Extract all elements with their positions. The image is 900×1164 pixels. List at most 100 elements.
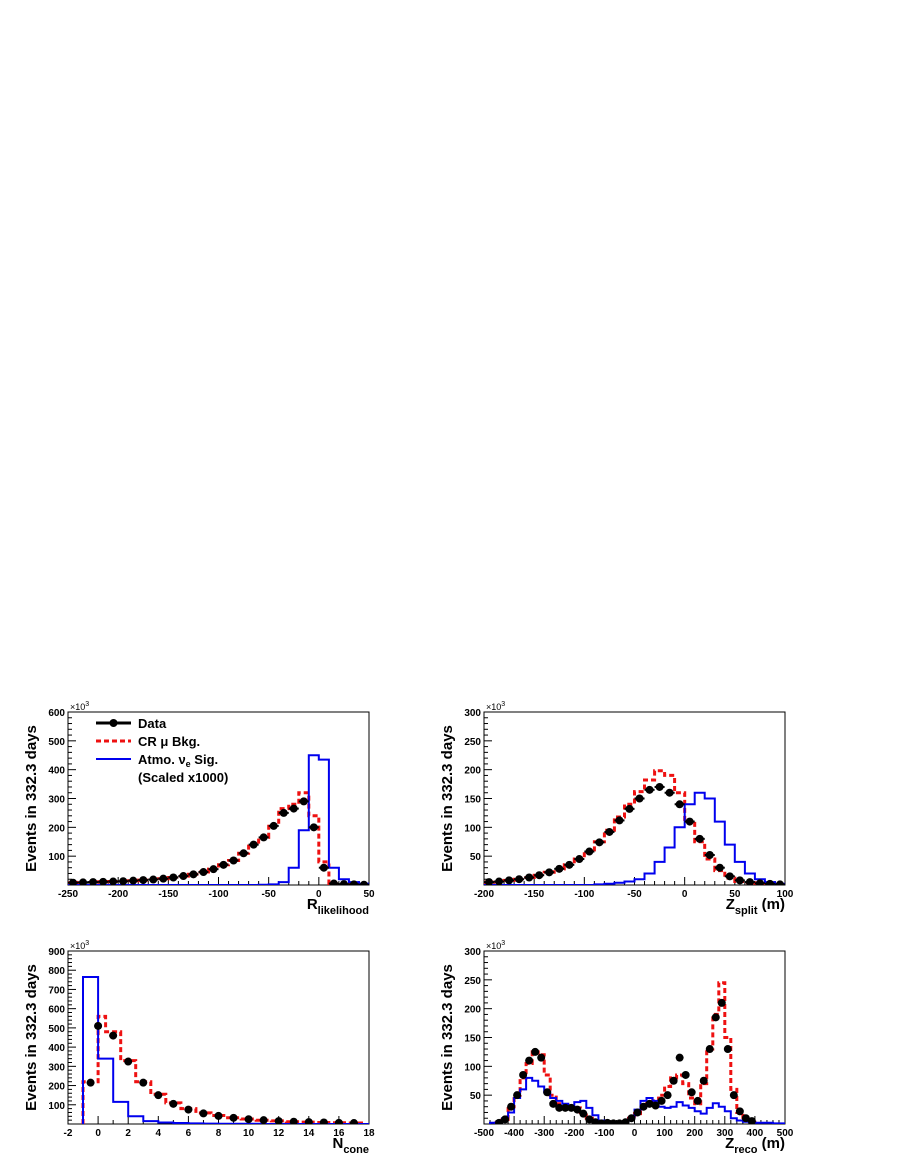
chart-panel-1: -250 -200 -150 -100 -50 0 50 100 200 300 400 500 600…	[23, 701, 375, 917]
y-multiplier-label: ×103	[486, 701, 505, 712]
y-tick-label: 50	[470, 1091, 482, 1102]
y-tick-label: 300	[48, 795, 65, 806]
data-point	[519, 1070, 528, 1079]
x-tick-label: 200	[686, 1128, 703, 1139]
data-point	[179, 872, 188, 881]
data-point	[319, 863, 328, 872]
data-point	[319, 1118, 328, 1124]
y-tick-label: 200	[48, 823, 65, 834]
y-tick-label: 500	[48, 737, 65, 748]
y-tick-label: 600	[48, 1005, 65, 1016]
series-sig-step	[484, 791, 785, 885]
y-tick-label: 100	[464, 823, 481, 834]
data-point	[535, 871, 544, 880]
x-axis-label: Ncone	[332, 1135, 369, 1156]
data-point	[591, 1118, 600, 1124]
panels: -250 -200 -150 -100 -50 0 50100200300400500600…	[23, 701, 794, 1156]
y-tick-label: 100	[464, 1062, 481, 1073]
data-point	[615, 1119, 624, 1124]
data-point	[274, 1117, 283, 1124]
y-axis-label: Events in 332.3 days	[23, 725, 40, 872]
data-point	[239, 849, 248, 858]
data-point	[229, 856, 238, 865]
data-point	[199, 1109, 208, 1118]
y-multiplier-exponent: 3	[85, 701, 89, 708]
data-point	[651, 1101, 660, 1110]
y-multiplier-exponent: 3	[501, 701, 505, 708]
data-point	[625, 804, 634, 813]
legend-label-scaled: (Scaled x1000)	[138, 770, 228, 785]
y-tick-label: 100	[48, 852, 65, 863]
x-axis-label-unit: (m)	[758, 1135, 786, 1152]
data-point	[579, 1109, 588, 1118]
y-tick-label: 250	[464, 737, 481, 748]
x-tick-label: 14	[303, 1128, 315, 1139]
data-point	[495, 1118, 504, 1124]
data-point	[555, 1103, 564, 1112]
data-point	[99, 877, 108, 885]
y-multiplier-exponent: 3	[501, 940, 505, 947]
data-point	[69, 878, 78, 885]
x-tick-label: 0	[316, 889, 322, 900]
data-point	[669, 1076, 678, 1085]
data-point	[485, 878, 494, 885]
legend-label-sig-sub: e	[186, 759, 191, 769]
y-tick-label: 900	[48, 947, 65, 958]
y-axis-label: Events in 332.3 days	[439, 964, 456, 1111]
x-axis-label-unit: (m)	[758, 896, 786, 913]
plot-area	[81, 976, 369, 1124]
x-tick-label: -500	[474, 1128, 494, 1139]
y-multiplier-label: ×103	[70, 701, 89, 712]
data-point	[665, 788, 674, 797]
x-axis-label: Rlikelihood	[307, 896, 369, 917]
data-point	[184, 1105, 193, 1114]
data-point	[199, 868, 208, 877]
x-tick-label: 0	[682, 889, 688, 900]
data-point	[299, 797, 308, 806]
y-tick-label: 100	[48, 1101, 65, 1112]
data-point	[685, 817, 694, 826]
y-tick-label: 250	[464, 976, 481, 987]
data-point	[765, 879, 774, 885]
data-point	[755, 879, 764, 885]
x-tick-label: 100	[777, 889, 794, 900]
y-tick-label: 200	[464, 766, 481, 777]
x-tick-label: -100	[574, 889, 594, 900]
y-tick-label: 800	[48, 966, 65, 977]
data-point	[693, 1096, 702, 1105]
x-tick-label: 16	[333, 1128, 345, 1139]
y-tick-label: 500	[48, 1024, 65, 1035]
data-point	[309, 823, 318, 832]
y-tick-label: 300	[464, 947, 481, 958]
x-tick-label: -400	[504, 1128, 524, 1139]
y-multiplier-exponent: 3	[85, 940, 89, 947]
y-tick-label: 300	[48, 1062, 65, 1073]
data-point	[244, 1115, 253, 1124]
data-point	[259, 833, 268, 842]
data-point	[525, 873, 534, 882]
x-tick-label: -200	[108, 889, 128, 900]
data-point	[699, 1076, 708, 1085]
data-point	[627, 1114, 636, 1123]
data-point	[549, 1099, 558, 1108]
data-point	[269, 821, 278, 830]
data-point	[735, 1107, 744, 1116]
x-axis-label-main: Z	[725, 1135, 734, 1152]
data-point	[603, 1118, 612, 1124]
data-point	[505, 876, 514, 885]
x-tick-label: -50	[261, 889, 276, 900]
y-tick-label: 300	[464, 708, 481, 719]
data-point	[621, 1118, 630, 1124]
data-point	[329, 879, 338, 885]
data-point	[561, 1103, 570, 1112]
data-point	[119, 877, 128, 885]
y-tick-label: 150	[464, 1034, 481, 1045]
data-point	[515, 875, 524, 884]
chart-panel-2: -200 -150 -100 -50 0 50 100 50 100 150 200 250 300 ×1…	[439, 701, 794, 917]
x-axis-label-main: Z	[726, 896, 735, 913]
data-point	[657, 1096, 666, 1105]
data-point	[537, 1053, 546, 1062]
data-point	[729, 1091, 738, 1100]
data-point	[334, 1118, 343, 1124]
